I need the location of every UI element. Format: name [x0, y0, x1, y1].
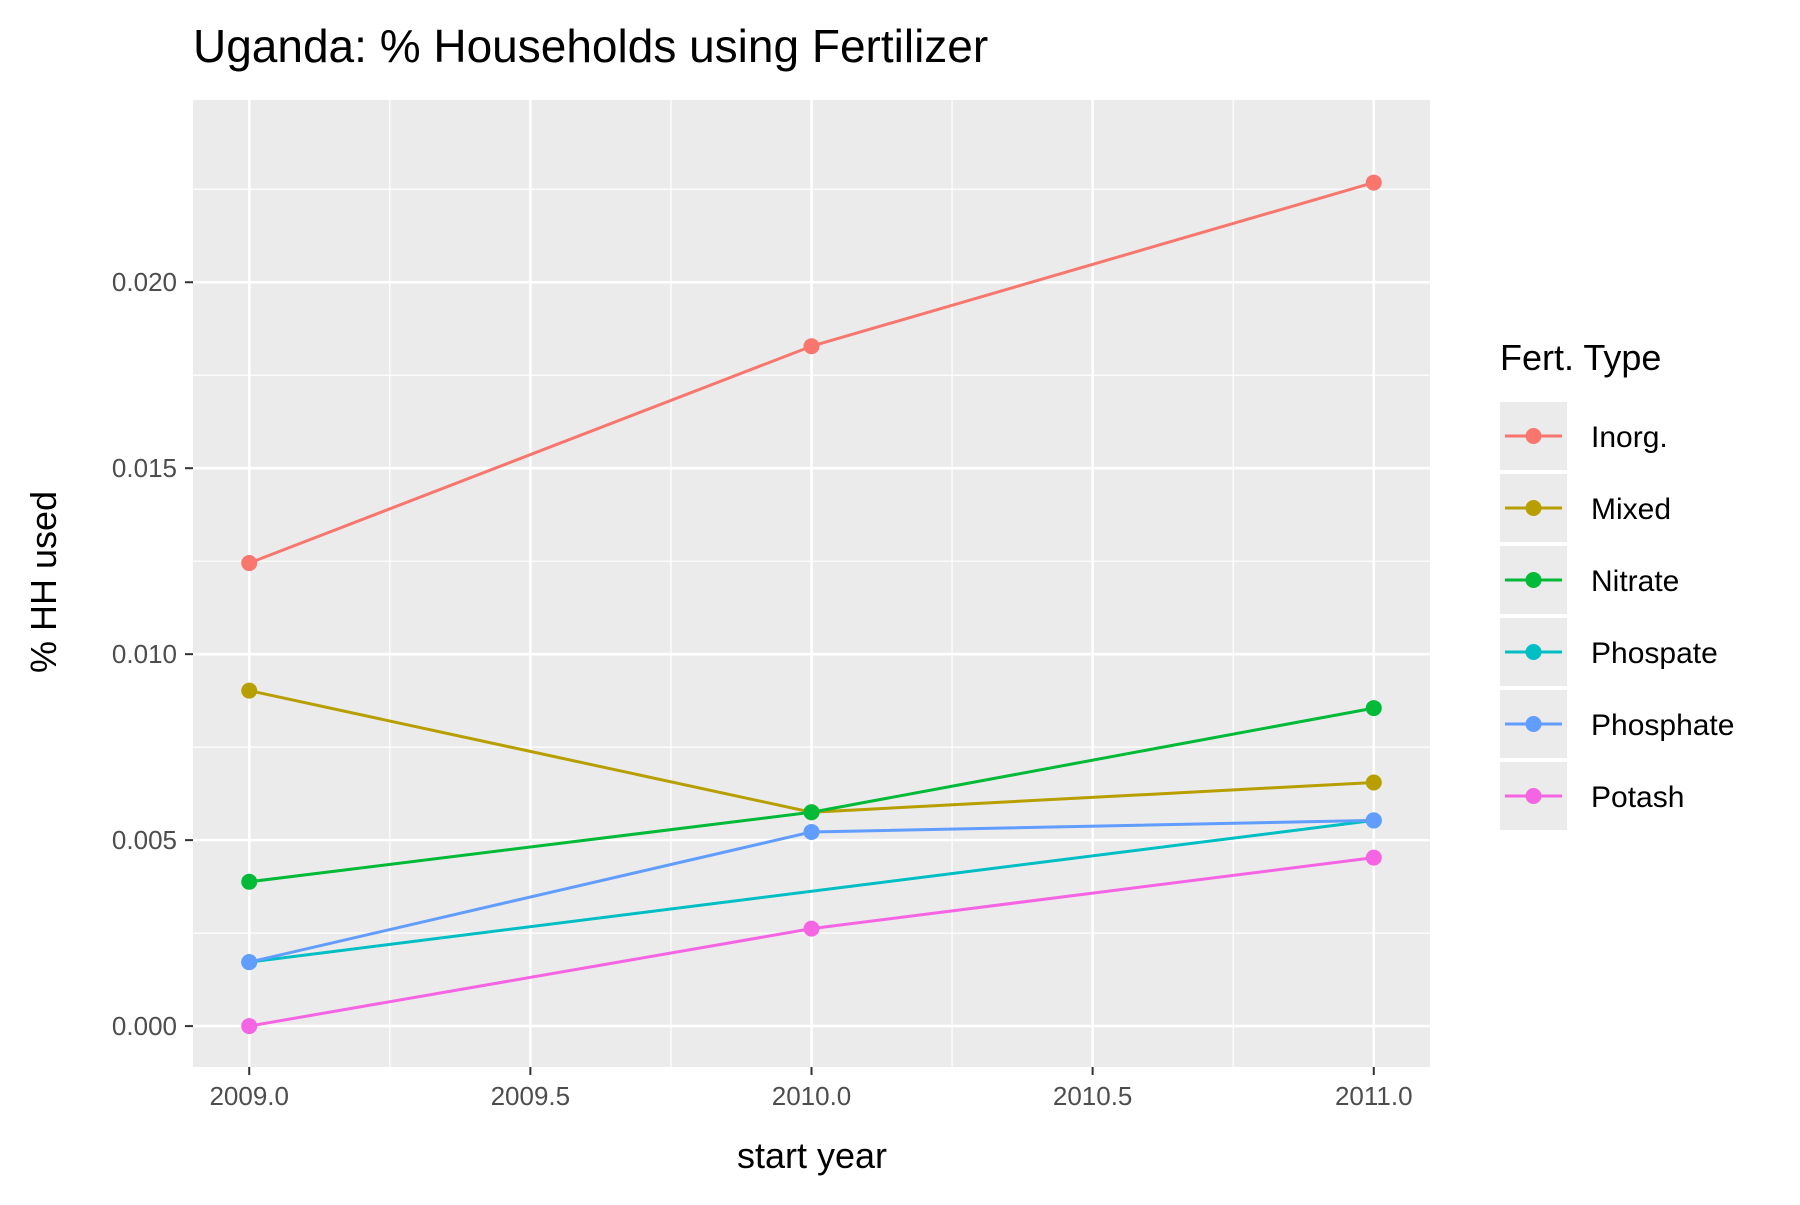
x-tick-label: 2009.5 — [491, 1081, 571, 1111]
data-point-mixed — [241, 682, 258, 699]
grid-lines — [193, 100, 1430, 1067]
y-tick-label: 0.015 — [112, 453, 177, 483]
x-tick-label: 2010.0 — [772, 1081, 852, 1111]
axes: 2009.0 2009.5 2010.0 2010.5 2011.0 0.000 0.005… — [112, 267, 1413, 1111]
legend: Inorg. Mixed Nitrate Phospate Phosphate Potas… — [1500, 402, 1734, 830]
data-point-inorg — [803, 338, 820, 355]
x-tick-label: 2011.0 — [1335, 1081, 1413, 1111]
y-tick-label: 0.020 — [112, 267, 177, 297]
y-axis-title: % HH used — [23, 491, 64, 673]
legend-key-point-phosphate — [1525, 716, 1542, 732]
legend-label-inorg: Inorg. — [1591, 421, 1668, 454]
y-tick-label: 0.000 — [112, 1011, 177, 1041]
data-point-inorg — [1365, 174, 1382, 191]
legend-key-point-phospate — [1525, 644, 1542, 660]
data-point-potash — [241, 1018, 258, 1035]
legend-key-point-mixed — [1525, 500, 1542, 516]
data-point-phosphate — [1365, 812, 1382, 829]
legend-label-potash: Potash — [1591, 781, 1684, 814]
x-tick-label: 2010.5 — [1053, 1081, 1133, 1111]
data-point-phosphate — [803, 823, 820, 840]
data-point-potash — [803, 920, 820, 937]
legend-label-phosphate: Phosphate — [1591, 709, 1734, 742]
data-point-phosphate — [241, 954, 258, 971]
series-line-phospate — [249, 818, 1374, 964]
data-point-nitrate — [803, 804, 820, 821]
chart-title: Uganda: % Households using Fertilizer — [193, 20, 988, 72]
x-axis-title: start year — [737, 1135, 887, 1176]
x-tick-label: 2009.0 — [209, 1081, 289, 1111]
data-point-nitrate — [241, 873, 258, 890]
data-point-nitrate — [1365, 700, 1382, 717]
legend-label-nitrate: Nitrate — [1591, 565, 1679, 598]
legend-label-phospate: Phospate — [1591, 637, 1718, 670]
legend-key-point-nitrate — [1525, 572, 1542, 588]
legend-key-point-potash — [1525, 788, 1542, 804]
legend-title: Fert. Type — [1500, 337, 1661, 378]
data-point-potash — [1365, 849, 1382, 866]
legend-key-point-inorg — [1525, 428, 1542, 444]
data-points — [241, 174, 1382, 1035]
y-tick-label: 0.005 — [112, 825, 177, 855]
data-point-mixed — [1365, 774, 1382, 791]
legend-label-mixed: Mixed — [1591, 493, 1671, 526]
data-point-inorg — [241, 555, 258, 572]
y-tick-label: 0.010 — [112, 639, 177, 669]
